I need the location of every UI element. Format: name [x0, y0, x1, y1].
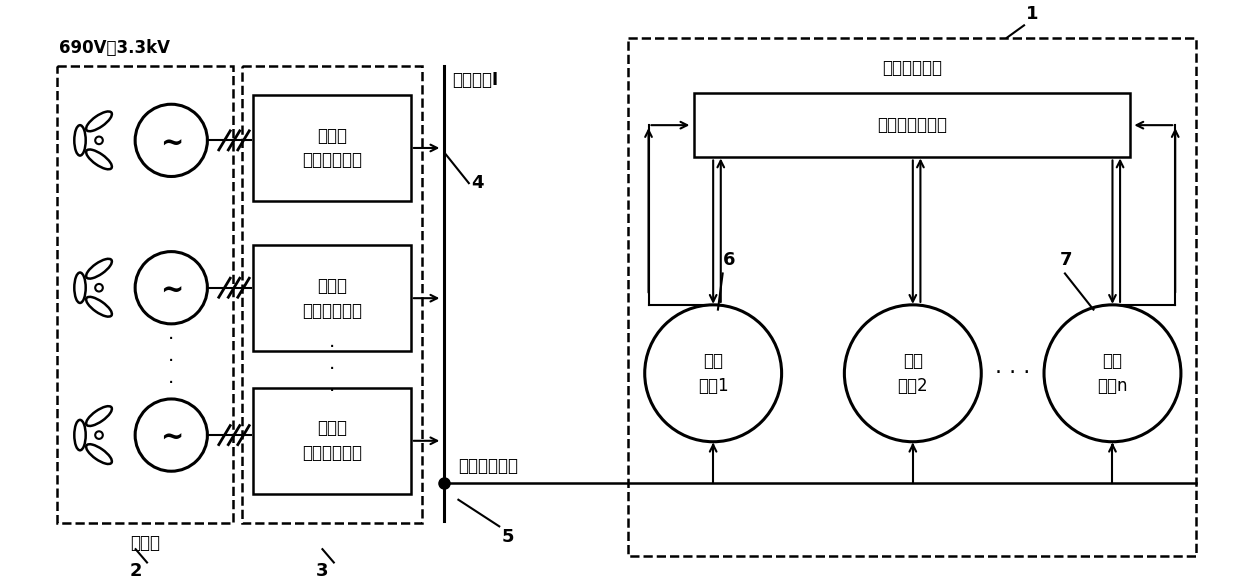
- Text: ~: ~: [160, 276, 182, 305]
- Circle shape: [95, 137, 103, 144]
- Text: 2: 2: [129, 562, 141, 581]
- Text: 电力变换系统: 电力变换系统: [301, 302, 362, 319]
- Circle shape: [645, 305, 781, 442]
- Text: 电力变换系统: 电力变换系统: [301, 444, 362, 462]
- Text: 5: 5: [501, 528, 513, 546]
- Ellipse shape: [86, 112, 112, 131]
- Bar: [253, 245, 410, 352]
- Bar: [253, 95, 410, 201]
- Text: · · ·: · · ·: [994, 363, 1030, 383]
- Circle shape: [95, 284, 103, 292]
- Text: 交流母线Ⅰ: 交流母线Ⅰ: [451, 71, 497, 89]
- Text: 系统级调度中心: 系统级调度中心: [877, 116, 947, 134]
- Ellipse shape: [74, 272, 86, 303]
- Circle shape: [135, 104, 207, 177]
- Text: 电力变换系统: 电力变换系统: [301, 151, 362, 169]
- Text: 大容量: 大容量: [317, 127, 347, 144]
- Text: 1: 1: [1025, 5, 1038, 23]
- Bar: [57, 66, 233, 522]
- Circle shape: [1044, 305, 1180, 442]
- Circle shape: [135, 399, 207, 471]
- Text: 单到1: 单到1: [698, 377, 728, 394]
- Text: 微网: 微网: [703, 352, 723, 370]
- Ellipse shape: [86, 259, 112, 279]
- Text: 微网: 微网: [903, 352, 923, 370]
- Ellipse shape: [86, 406, 112, 426]
- Ellipse shape: [74, 420, 86, 450]
- Text: 7: 7: [1060, 251, 1073, 269]
- Text: 风电输送专线: 风电输送专线: [459, 457, 518, 475]
- Text: ~: ~: [160, 424, 182, 452]
- Text: 微网: 微网: [1102, 352, 1122, 370]
- Text: 4: 4: [471, 174, 484, 192]
- Bar: [627, 38, 1197, 556]
- Text: 690V～3.3kV: 690V～3.3kV: [60, 39, 170, 57]
- Text: 3: 3: [316, 562, 329, 581]
- Text: 大容量: 大容量: [317, 420, 347, 437]
- Bar: [242, 66, 423, 522]
- Ellipse shape: [86, 150, 112, 169]
- Text: 6: 6: [723, 251, 735, 269]
- Ellipse shape: [74, 125, 86, 156]
- Text: ·
·
·: · · ·: [329, 338, 335, 401]
- Circle shape: [135, 252, 207, 324]
- Circle shape: [844, 305, 981, 442]
- Bar: [253, 387, 410, 494]
- Text: 单到2: 单到2: [898, 377, 928, 394]
- Ellipse shape: [86, 297, 112, 316]
- Text: 微网组网系统: 微网组网系统: [882, 59, 942, 77]
- Text: ·
·
·: · · ·: [169, 330, 175, 393]
- Circle shape: [95, 431, 103, 439]
- Text: 大容量: 大容量: [317, 277, 347, 295]
- Text: 风电场: 风电场: [130, 534, 160, 552]
- Text: ~: ~: [160, 129, 182, 157]
- Text: 单元n: 单元n: [1097, 377, 1127, 394]
- Ellipse shape: [86, 444, 112, 464]
- Bar: [694, 93, 1130, 157]
